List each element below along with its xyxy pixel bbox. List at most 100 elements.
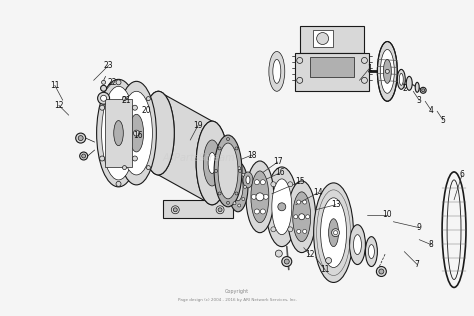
- Text: 3: 3: [417, 96, 422, 105]
- Ellipse shape: [208, 153, 216, 173]
- Ellipse shape: [297, 229, 301, 234]
- Ellipse shape: [251, 194, 256, 199]
- Ellipse shape: [246, 161, 274, 233]
- Circle shape: [116, 181, 121, 186]
- Text: Page design (c) 2004 - 2016 by ARI Network Services, Inc.: Page design (c) 2004 - 2016 by ARI Netwo…: [178, 298, 296, 301]
- Text: 22: 22: [108, 78, 117, 87]
- Circle shape: [116, 80, 121, 85]
- Ellipse shape: [117, 81, 156, 185]
- Ellipse shape: [314, 183, 354, 283]
- Circle shape: [238, 167, 241, 170]
- Ellipse shape: [397, 70, 405, 89]
- Circle shape: [122, 97, 127, 100]
- Circle shape: [422, 89, 425, 92]
- Bar: [164, 200, 233, 218]
- Circle shape: [132, 156, 137, 161]
- Text: 11: 11: [50, 81, 60, 90]
- Ellipse shape: [142, 91, 174, 175]
- Ellipse shape: [221, 172, 227, 186]
- Circle shape: [218, 208, 222, 212]
- Circle shape: [173, 208, 177, 212]
- Ellipse shape: [303, 200, 307, 204]
- Circle shape: [171, 206, 179, 214]
- Circle shape: [238, 204, 241, 207]
- Ellipse shape: [98, 92, 109, 104]
- Circle shape: [332, 229, 339, 237]
- Circle shape: [278, 203, 286, 211]
- Ellipse shape: [297, 200, 301, 204]
- Ellipse shape: [328, 219, 338, 246]
- Circle shape: [76, 133, 86, 143]
- Circle shape: [82, 154, 86, 158]
- Circle shape: [282, 257, 292, 266]
- Polygon shape: [158, 91, 212, 205]
- Text: AllPartsStream: AllPartsStream: [163, 153, 236, 163]
- Ellipse shape: [228, 162, 248, 212]
- Circle shape: [146, 166, 150, 170]
- Ellipse shape: [273, 59, 281, 83]
- Ellipse shape: [269, 52, 285, 91]
- Ellipse shape: [218, 143, 238, 199]
- Text: 14: 14: [313, 188, 322, 198]
- Text: 21: 21: [122, 96, 131, 105]
- Ellipse shape: [214, 135, 242, 207]
- Ellipse shape: [142, 91, 174, 175]
- Ellipse shape: [100, 95, 107, 101]
- Ellipse shape: [380, 50, 394, 93]
- Circle shape: [122, 166, 127, 170]
- Ellipse shape: [233, 173, 243, 201]
- Text: 7: 7: [415, 260, 419, 269]
- Circle shape: [242, 198, 245, 201]
- Circle shape: [215, 169, 218, 173]
- Ellipse shape: [415, 82, 419, 92]
- Bar: [295, 53, 369, 91]
- Circle shape: [146, 97, 150, 100]
- Ellipse shape: [288, 181, 316, 252]
- Text: Copyright: Copyright: [225, 289, 249, 294]
- Ellipse shape: [251, 171, 269, 223]
- Circle shape: [242, 173, 245, 176]
- Circle shape: [275, 250, 283, 257]
- Bar: [105, 99, 132, 167]
- Text: 6: 6: [460, 170, 465, 179]
- Ellipse shape: [243, 172, 253, 188]
- Bar: [313, 30, 333, 47]
- Circle shape: [230, 192, 233, 195]
- Circle shape: [326, 258, 332, 264]
- Circle shape: [235, 192, 238, 195]
- Circle shape: [218, 147, 221, 150]
- Circle shape: [334, 231, 337, 235]
- Ellipse shape: [196, 121, 228, 205]
- Circle shape: [80, 152, 88, 160]
- Ellipse shape: [365, 237, 377, 266]
- Ellipse shape: [260, 209, 265, 214]
- Circle shape: [385, 70, 389, 73]
- Ellipse shape: [255, 180, 259, 185]
- Text: 18: 18: [247, 150, 257, 160]
- Circle shape: [317, 33, 328, 45]
- Text: 4: 4: [428, 106, 434, 115]
- Text: 19: 19: [193, 121, 203, 130]
- Text: 13: 13: [331, 200, 340, 209]
- Circle shape: [297, 77, 303, 83]
- Circle shape: [218, 192, 221, 195]
- Ellipse shape: [120, 91, 152, 175]
- Circle shape: [132, 105, 137, 110]
- Circle shape: [362, 58, 367, 64]
- Circle shape: [227, 137, 229, 141]
- Circle shape: [134, 130, 139, 136]
- Ellipse shape: [218, 165, 230, 193]
- Circle shape: [284, 259, 289, 264]
- Circle shape: [227, 201, 229, 204]
- Ellipse shape: [203, 140, 221, 186]
- Text: 1: 1: [367, 64, 372, 73]
- Circle shape: [100, 156, 105, 161]
- Circle shape: [100, 105, 105, 110]
- Circle shape: [230, 179, 233, 182]
- Ellipse shape: [129, 114, 144, 152]
- Ellipse shape: [320, 198, 346, 268]
- Ellipse shape: [97, 79, 140, 187]
- Text: 8: 8: [429, 240, 434, 249]
- Text: 12: 12: [305, 250, 314, 259]
- Circle shape: [271, 227, 276, 232]
